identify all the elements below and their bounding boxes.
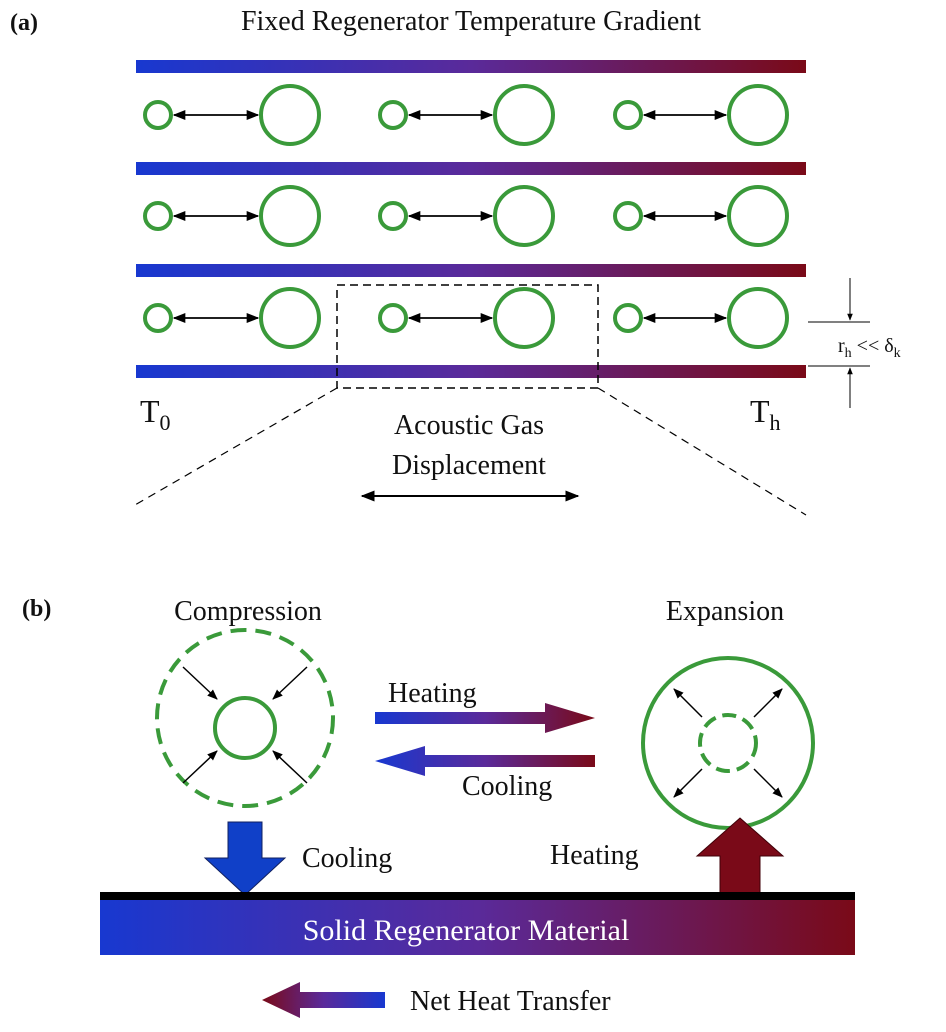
scale-label: rh << δk bbox=[838, 335, 901, 361]
regenerator-plate bbox=[136, 365, 806, 378]
cooling-block-arrow bbox=[205, 822, 285, 895]
regenerator-channels bbox=[136, 60, 806, 378]
subscript: 0 bbox=[160, 410, 171, 435]
compression-label: Compression bbox=[174, 596, 322, 627]
regenerator-plate bbox=[136, 264, 806, 277]
hot-end-label: Th bbox=[750, 393, 781, 435]
title: Fixed Regenerator Temperature Gradient bbox=[241, 6, 701, 37]
net-heat-arrow bbox=[262, 982, 385, 1018]
compression-arrow bbox=[183, 667, 217, 699]
gas-heating-label: Heating bbox=[388, 678, 477, 709]
regenerator-plate bbox=[136, 162, 806, 175]
gas-parcel-large bbox=[729, 289, 787, 347]
diagram: (a) Fixed Regenerator Temperature Gradie… bbox=[0, 0, 946, 1032]
cold-end-label: T0 bbox=[140, 393, 171, 435]
gas-parcel-large bbox=[729, 86, 787, 144]
expansion-label: Expansion bbox=[666, 596, 784, 627]
surface bbox=[100, 892, 855, 900]
gas-parcel-large bbox=[261, 289, 319, 347]
compression-arrow bbox=[273, 751, 307, 783]
zoom-label: Acoustic Gas bbox=[394, 410, 544, 441]
gas-parcel-small bbox=[380, 203, 406, 229]
compression-arrow bbox=[183, 751, 217, 783]
symbol: T bbox=[140, 393, 160, 429]
subscript: h bbox=[845, 346, 852, 361]
subscript: h bbox=[770, 410, 781, 435]
compressed-gas bbox=[215, 698, 275, 758]
panel-label: (a) bbox=[10, 10, 38, 36]
expansion-arrow bbox=[754, 689, 782, 717]
zoom-label: Displacement bbox=[392, 450, 546, 481]
zoom-line bbox=[598, 388, 806, 515]
gas-parcel-large bbox=[495, 187, 553, 245]
gas-parcel-small bbox=[145, 305, 171, 331]
expansion-arrow bbox=[674, 769, 702, 797]
subscript: k bbox=[894, 346, 901, 361]
solid-cooling-label: Cooling bbox=[302, 843, 392, 874]
gas-parcel-small bbox=[615, 305, 641, 331]
compression-arrow bbox=[273, 667, 307, 699]
gas-parcel-large bbox=[495, 289, 553, 347]
gas-parcel-small bbox=[380, 305, 406, 331]
expanded-gas bbox=[643, 658, 813, 828]
panel-label: (b) bbox=[22, 596, 51, 622]
expansion-arrow bbox=[674, 689, 702, 717]
gas-cooling-label: Cooling bbox=[462, 771, 552, 802]
gas-parcel-small bbox=[145, 102, 171, 128]
expansion-outline bbox=[700, 715, 756, 771]
zoom-line bbox=[135, 388, 337, 505]
relation: << δ bbox=[852, 335, 894, 357]
regenerator-plate bbox=[136, 60, 806, 73]
gas-parcel-small bbox=[615, 102, 641, 128]
gas-parcel-small bbox=[615, 203, 641, 229]
gas-parcel-small bbox=[380, 102, 406, 128]
gas-parcel-large bbox=[729, 187, 787, 245]
gas-parcel-large bbox=[261, 187, 319, 245]
gas-parcel-large bbox=[495, 86, 553, 144]
solid-heating-label: Heating bbox=[550, 840, 639, 871]
gas-parcel-small bbox=[145, 203, 171, 229]
net-heat-label: Net Heat Transfer bbox=[410, 986, 611, 1017]
symbol: T bbox=[750, 393, 770, 429]
gas-parcel-large bbox=[261, 86, 319, 144]
expansion-arrow bbox=[754, 769, 782, 797]
material-label: Solid Regenerator Material bbox=[303, 914, 630, 947]
heating-block-arrow bbox=[697, 818, 783, 893]
compression-outline bbox=[157, 630, 333, 806]
